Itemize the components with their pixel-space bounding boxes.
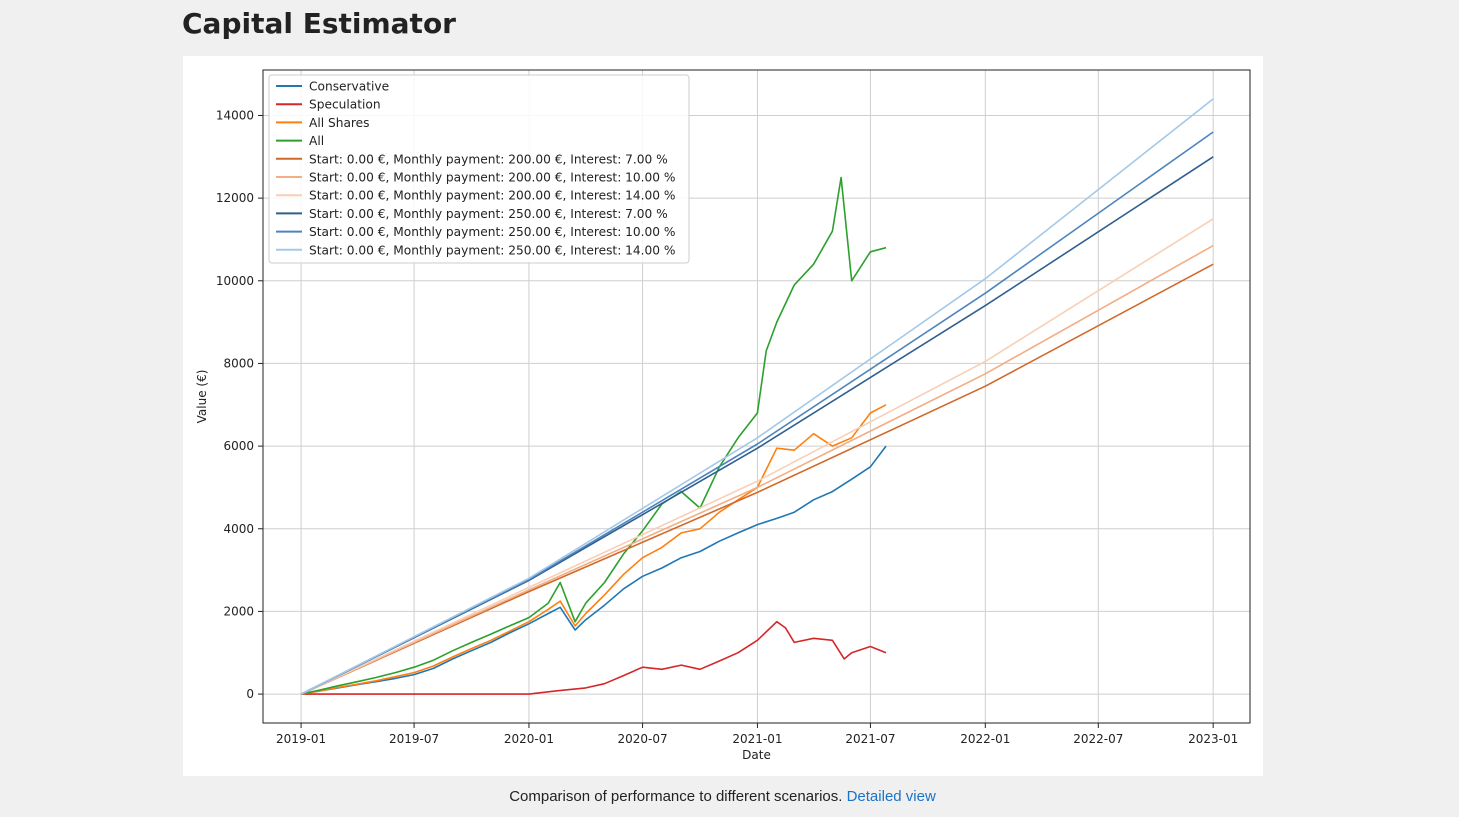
x-tick-label: 2022-01 — [960, 732, 1010, 746]
x-tick-label: 2019-01 — [276, 732, 326, 746]
y-tick-label: 4000 — [223, 522, 254, 536]
series-line-3 — [300, 176, 887, 695]
y-tick-label: 2000 — [223, 604, 254, 618]
x-tick-label: 2021-01 — [732, 732, 782, 746]
x-axis-label: Date — [742, 748, 771, 762]
legend-label-4: Start: 0.00 €, Monthly payment: 200.00 €… — [309, 152, 668, 166]
x-tick-label: 2022-07 — [1073, 732, 1123, 746]
series-line-6 — [300, 218, 1214, 695]
legend-label-8: Start: 0.00 €, Monthly payment: 250.00 €… — [309, 225, 676, 239]
legend-label-2: All Shares — [309, 116, 370, 130]
x-tick-label: 2021-07 — [845, 732, 895, 746]
plot-frame — [262, 69, 1251, 724]
y-axis-label: Value (€) — [195, 370, 209, 424]
detailed-view-link[interactable]: Detailed view — [846, 788, 936, 805]
y-tick-label: 14000 — [216, 108, 254, 122]
legend: Conservative Speculation All Shares All Star… — [268, 74, 690, 264]
y-tick-label: 6000 — [223, 439, 254, 453]
legend-label-0: Conservative — [309, 80, 389, 94]
series-line-1 — [301, 620, 887, 695]
legend-label-3: All — [309, 134, 324, 148]
x-tick-label: 2020-07 — [617, 732, 667, 746]
series-line-2 — [300, 404, 887, 695]
legend-box — [268, 74, 690, 264]
legend-label-6: Start: 0.00 €, Monthly payment: 200.00 €… — [309, 189, 676, 203]
legend-label-7: Start: 0.00 €, Monthly payment: 250.00 €… — [309, 207, 668, 221]
chart-figure: 2019-01 2019-07 2020-01 2020-07 2021-01 2021-… — [183, 56, 1263, 776]
legend-label-9: Start: 0.00 €, Monthly payment: 250.00 €… — [309, 243, 676, 257]
grid — [263, 70, 1250, 723]
series-line-9 — [300, 98, 1214, 695]
y-tick-label: 8000 — [223, 356, 254, 370]
x-tick-label: 2020-01 — [504, 732, 554, 746]
y-tick-label: 10000 — [216, 274, 254, 288]
page-title: Capital Estimator — [182, 7, 456, 40]
axes: 2019-01 2019-07 2020-01 2020-07 2021-01 2021-… — [195, 69, 1251, 762]
series-line-5 — [300, 244, 1214, 695]
y-tick-label: 0 — [246, 687, 254, 701]
legend-label-5: Start: 0.00 €, Monthly payment: 200.00 €… — [309, 171, 676, 185]
figure-caption: Comparison of performance to different s… — [0, 788, 1445, 805]
legend-label-1: Speculation — [309, 98, 381, 112]
caption-text: Comparison of performance to different s… — [509, 788, 843, 805]
series-line-4 — [300, 263, 1214, 695]
series-lines — [300, 98, 1214, 695]
line-chart: 2019-01 2019-07 2020-01 2020-07 2021-01 2021-… — [195, 69, 1251, 762]
series-line-0 — [300, 445, 887, 695]
x-tick-label: 2019-07 — [389, 732, 439, 746]
y-tick-label: 12000 — [216, 191, 254, 205]
x-tick-label: 2023-01 — [1188, 732, 1238, 746]
